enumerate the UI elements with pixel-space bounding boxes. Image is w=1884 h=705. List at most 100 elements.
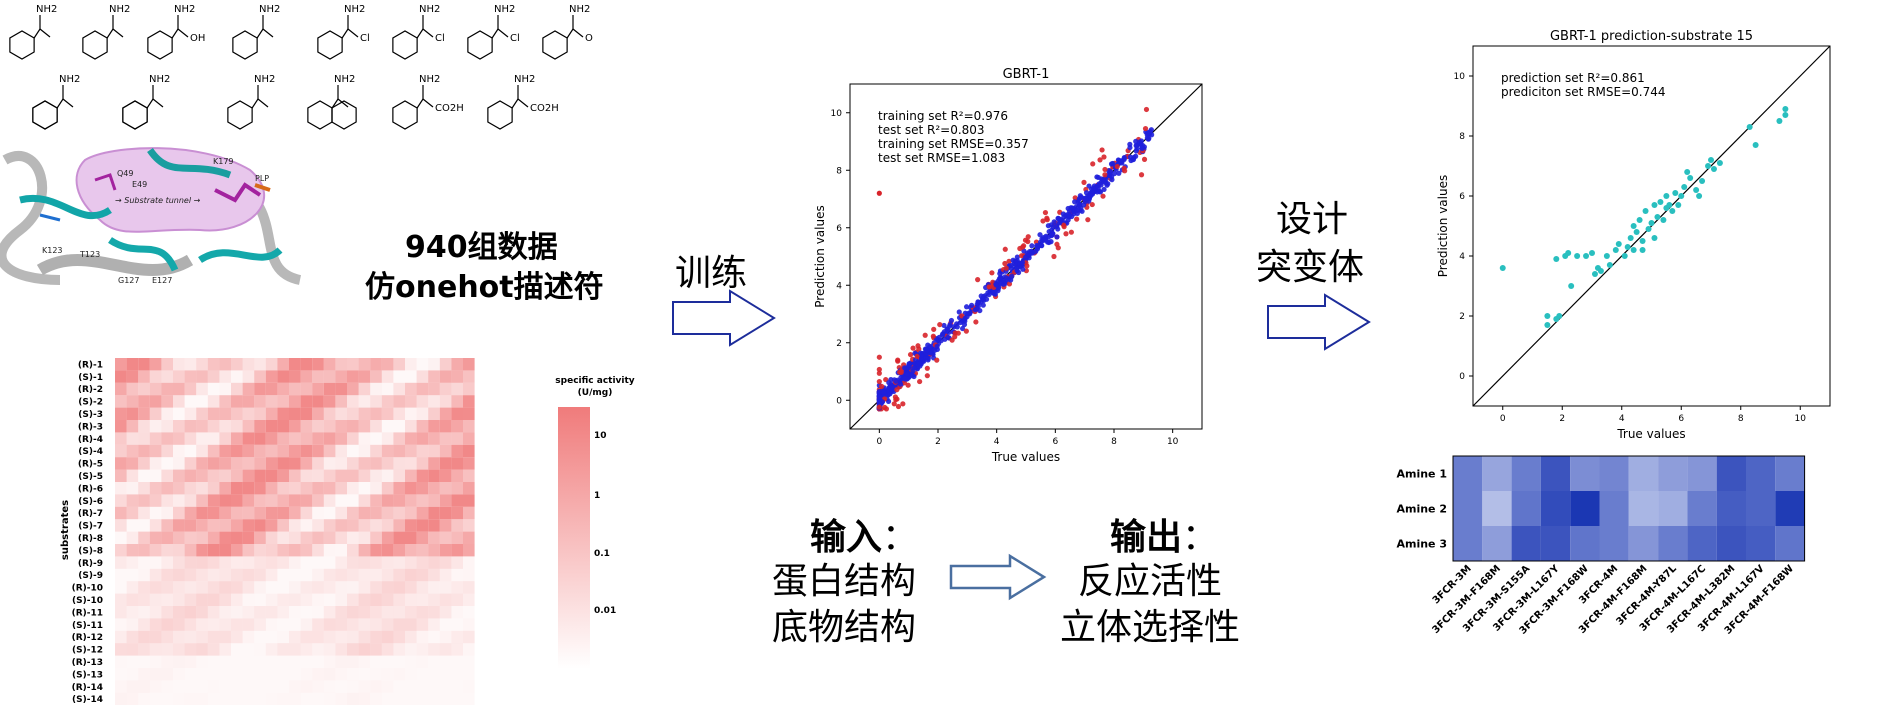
data-point xyxy=(1776,118,1783,124)
heatmap-cell xyxy=(196,395,208,408)
data-point xyxy=(1020,244,1026,250)
heatmap-cell xyxy=(196,655,208,668)
heatmap-cell xyxy=(370,420,382,433)
heatmap-row-label: (S)-7 xyxy=(78,522,103,532)
heatmap-cell xyxy=(463,556,475,569)
heatmap-cell xyxy=(335,370,347,383)
heatmap-cell xyxy=(126,630,139,644)
heatmap-cell xyxy=(265,630,278,644)
input-protein-structure: 蛋白结构 xyxy=(772,561,917,602)
y-tick-label: 2 xyxy=(1459,312,1465,322)
heatmap-cell xyxy=(451,680,463,693)
heatmap-cell xyxy=(358,568,371,582)
data-point xyxy=(1675,202,1682,208)
data-point xyxy=(1035,244,1041,250)
amine-label: NH2 xyxy=(419,74,440,85)
heatmap-cell xyxy=(207,618,220,631)
amine-label: NH2 xyxy=(174,4,195,15)
heatmap-cell xyxy=(347,506,359,520)
heatmap-cell xyxy=(358,382,371,396)
heatmap-cell xyxy=(196,568,208,582)
heatmap-cell xyxy=(370,432,382,445)
benzene-ring xyxy=(392,30,418,60)
heatmap-cell xyxy=(196,556,208,569)
heatmap-cell xyxy=(242,568,255,582)
heatmap-cell xyxy=(126,668,139,681)
heatmap-cell xyxy=(277,643,289,656)
heatmap-cell xyxy=(242,494,255,507)
heatmap-cell xyxy=(416,432,429,445)
data-point xyxy=(910,345,916,351)
heatmap-cell xyxy=(231,519,243,532)
data-point xyxy=(1672,190,1679,196)
heatmap-cell xyxy=(207,668,220,681)
heatmap-cell xyxy=(428,643,440,656)
heatmap-cell xyxy=(323,630,336,644)
data-point xyxy=(1002,260,1008,267)
data-point xyxy=(1101,154,1107,160)
heatmap-cell xyxy=(149,420,162,433)
benzene-ring xyxy=(82,30,108,60)
heatmap-cell xyxy=(381,519,394,532)
heatmap-cell xyxy=(428,531,440,544)
heatmap-cell xyxy=(231,420,243,433)
heatmap-cell xyxy=(184,457,197,470)
heatmap-cell xyxy=(439,482,452,495)
heatmap-cell xyxy=(161,692,173,705)
data-point xyxy=(1039,236,1045,242)
heatmap-cell xyxy=(149,618,162,631)
heatmap-cell xyxy=(1482,491,1512,526)
heatmap-cell xyxy=(115,494,127,507)
y-tick-label: 6 xyxy=(1459,192,1465,202)
heatmap-cell xyxy=(416,668,429,681)
fused-ring xyxy=(32,100,58,130)
heatmap-cell xyxy=(138,519,150,532)
bond xyxy=(422,28,434,38)
heatmap-cell xyxy=(463,482,475,495)
data-point xyxy=(1081,179,1087,185)
heatmap-cell xyxy=(300,407,313,420)
heatmap-cell xyxy=(219,680,231,693)
heatmap-row-label: (R)-13 xyxy=(72,658,103,668)
heatmap-row-label: (S)-3 xyxy=(78,410,103,420)
heatmap-cell xyxy=(289,531,301,544)
data-point xyxy=(975,299,982,305)
heatmap-cell xyxy=(439,358,452,371)
heatmap-cell xyxy=(149,668,162,681)
data-point xyxy=(876,354,882,360)
heatmap-cell xyxy=(1628,526,1659,561)
data-point xyxy=(1639,238,1646,244)
heatmap-cell xyxy=(405,506,417,520)
data-point xyxy=(969,302,975,308)
heatmap-cell xyxy=(149,568,162,582)
heatmap-cell xyxy=(300,382,313,396)
heatmap-cell xyxy=(126,432,139,445)
heatmap-cell xyxy=(242,519,255,532)
heatmap-cell xyxy=(161,593,173,606)
heatmap-cell xyxy=(138,581,150,594)
data-point xyxy=(1101,186,1107,193)
io-arrow-icon xyxy=(949,553,1047,601)
heatmap-cell xyxy=(184,655,197,668)
data-point xyxy=(1612,247,1619,253)
data-point xyxy=(893,378,899,384)
data-point xyxy=(925,342,931,348)
heatmap-row-label: (R)-3 xyxy=(78,422,103,432)
data-point xyxy=(1544,322,1551,328)
data-point xyxy=(1144,135,1150,141)
heatmap-cell xyxy=(277,370,289,383)
heatmap-cell xyxy=(196,370,208,383)
heatmap-cell xyxy=(300,606,313,619)
data-point xyxy=(1014,268,1020,274)
data-point xyxy=(1556,313,1563,319)
data-point xyxy=(1025,251,1031,257)
heatmap-cell xyxy=(161,643,173,656)
heatmap-cell xyxy=(289,618,301,631)
heatmap-cell xyxy=(1453,491,1483,526)
heatmap-cell xyxy=(370,469,382,482)
heatmap-cell xyxy=(161,407,173,420)
data-point xyxy=(1003,265,1009,271)
heatmap-cell xyxy=(161,358,173,371)
heatmap-cell xyxy=(428,407,440,420)
heatmap-cell xyxy=(439,692,452,705)
